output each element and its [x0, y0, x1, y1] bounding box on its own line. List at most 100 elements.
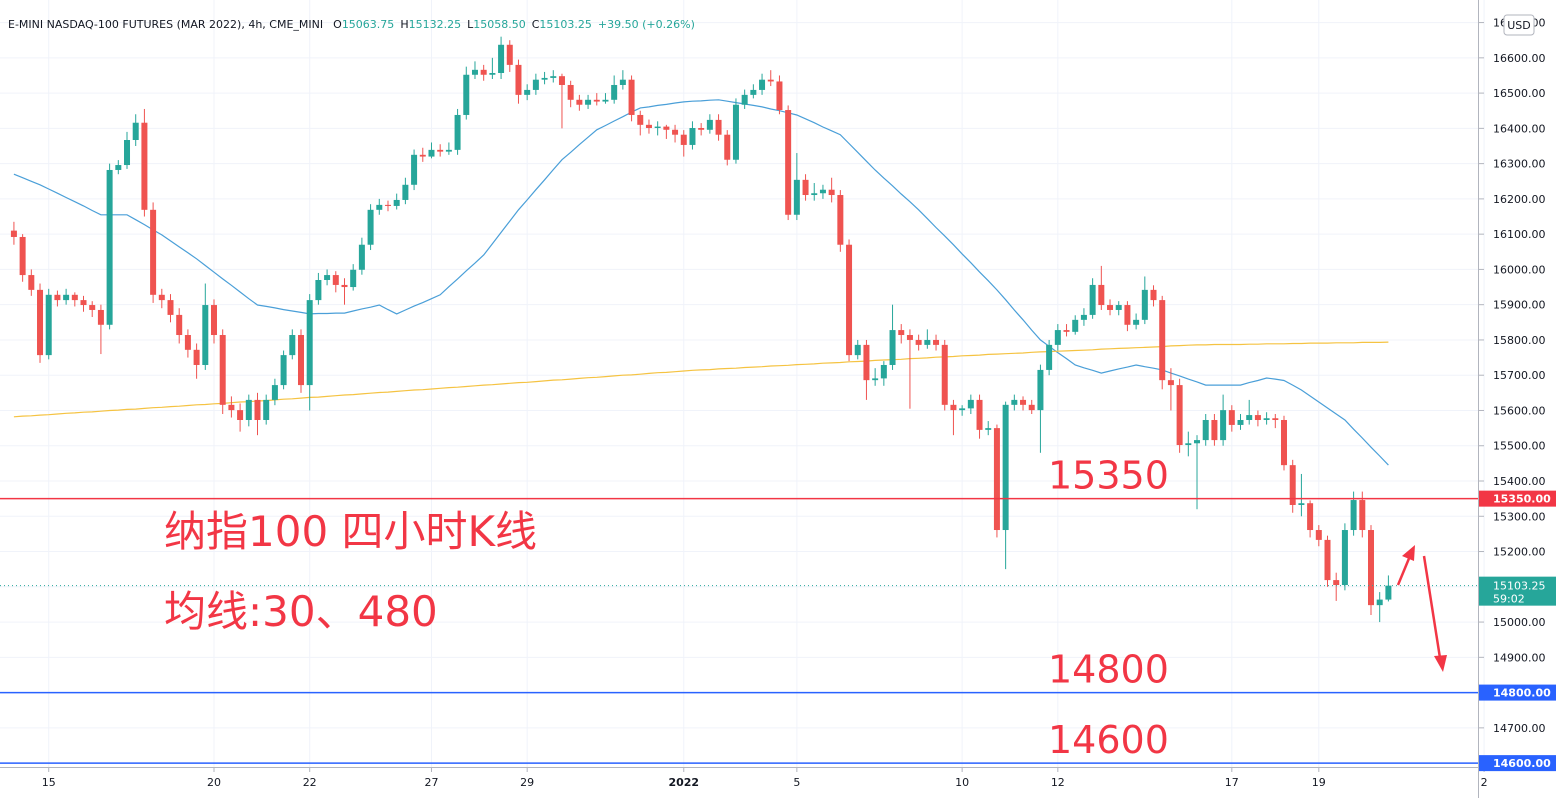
candle-body: [1298, 503, 1305, 505]
candle-body: [97, 309, 104, 325]
level-annotation: 15350: [1048, 454, 1169, 498]
x-tick-label: 27: [424, 776, 438, 789]
candle-body: [167, 300, 174, 315]
candle-body: [411, 154, 418, 185]
candle-body: [1080, 314, 1087, 320]
candle-body: [19, 236, 26, 276]
x-tick-label: 20: [207, 776, 221, 789]
candle-body: [89, 305, 96, 310]
candle-body: [1237, 419, 1244, 425]
candle-body: [1254, 415, 1261, 420]
candle-body: [1376, 599, 1383, 606]
candle-body: [1089, 284, 1096, 315]
candle-body: [950, 404, 957, 411]
field-label: H: [400, 18, 408, 31]
candle-body: [567, 84, 574, 100]
candle-body: [1133, 319, 1140, 325]
candle-body: [1333, 580, 1340, 586]
y-tick-label: 15600.00: [1493, 404, 1546, 417]
candle-body: [1307, 503, 1314, 531]
candle-body: [645, 124, 652, 129]
candle-body: [10, 230, 17, 237]
candle-body: [1124, 305, 1131, 325]
candle-body: [445, 149, 452, 152]
y-tick-label: 15700.00: [1493, 369, 1546, 382]
candle-body: [854, 344, 861, 356]
candle-body: [358, 244, 365, 270]
candle-body: [585, 99, 592, 105]
candle-body: [367, 209, 374, 245]
candle-body: [541, 77, 548, 80]
field-value: 15132.25: [409, 18, 462, 31]
plot-area: [0, 36, 1478, 764]
candle-body: [454, 114, 461, 150]
candle-body: [237, 410, 244, 420]
candle-body: [706, 119, 713, 130]
candle-body: [1150, 289, 1157, 301]
level-badge-label: 14600.00: [1493, 757, 1551, 770]
candle-body: [63, 294, 70, 301]
last-price-label: 15103.25: [1493, 580, 1546, 593]
candle-body: [1359, 500, 1366, 531]
candle-body: [1202, 419, 1209, 441]
y-tick-label: 16400.00: [1493, 122, 1546, 135]
candle-body: [906, 335, 913, 340]
candle-body: [1194, 440, 1201, 444]
candle-body: [637, 114, 644, 125]
candle-body: [506, 44, 513, 65]
candle-body: [289, 335, 296, 356]
candle-body: [915, 339, 922, 345]
level-badge: [1479, 755, 1556, 772]
y-tick-label: 14900.00: [1493, 651, 1546, 664]
currency-badge[interactable]: [1503, 14, 1535, 36]
level-annotation: 14600: [1048, 718, 1169, 762]
candle-body: [993, 428, 1000, 531]
candle-body: [1176, 385, 1183, 446]
level-badge: [1479, 490, 1556, 507]
field-value: 15063.75: [342, 18, 395, 31]
candle-body: [967, 399, 974, 409]
y-tick-label: 16500.00: [1493, 87, 1546, 100]
candle-body: [45, 294, 52, 356]
level-annotation: 14800: [1048, 648, 1169, 692]
candle-body: [898, 330, 905, 336]
candle-body: [558, 76, 565, 85]
candle-body: [1281, 419, 1288, 466]
x-tick-label: 29: [520, 776, 534, 789]
candle-body: [324, 275, 331, 280]
y-tick-label: 16600.00: [1493, 52, 1546, 65]
candle-body: [115, 165, 122, 170]
candle-body: [889, 330, 896, 365]
currency[interactable]: USD: [1507, 19, 1531, 32]
candle-body: [193, 349, 200, 365]
candle-body: [71, 294, 78, 301]
candle-body: [471, 69, 478, 75]
candle-body: [732, 104, 739, 160]
y-tick-label: 15800.00: [1493, 334, 1546, 347]
candle-body: [419, 154, 426, 157]
candle-body: [802, 179, 809, 196]
y-tick-label: 16000.00: [1493, 263, 1546, 276]
candle-body: [933, 339, 940, 345]
candle-body: [428, 149, 435, 157]
candle-body: [254, 399, 261, 420]
candle-body: [619, 79, 626, 85]
y-tick-label: 16300.00: [1493, 158, 1546, 171]
candle-body: [837, 195, 844, 245]
candle-body: [680, 134, 687, 145]
candle-body: [202, 305, 209, 365]
candle-body: [941, 344, 948, 405]
arrow-up: [1396, 555, 1412, 586]
candle-body: [672, 129, 679, 135]
candle-body: [1263, 418, 1270, 420]
candle-body: [141, 122, 148, 210]
candle-body: [532, 79, 539, 90]
candle-body: [1211, 419, 1218, 441]
x-tick-label: 17: [1225, 776, 1239, 789]
candle-body: [924, 339, 931, 345]
candle-body: [402, 184, 409, 200]
candle-body: [150, 209, 157, 295]
candle-body: [654, 126, 661, 129]
